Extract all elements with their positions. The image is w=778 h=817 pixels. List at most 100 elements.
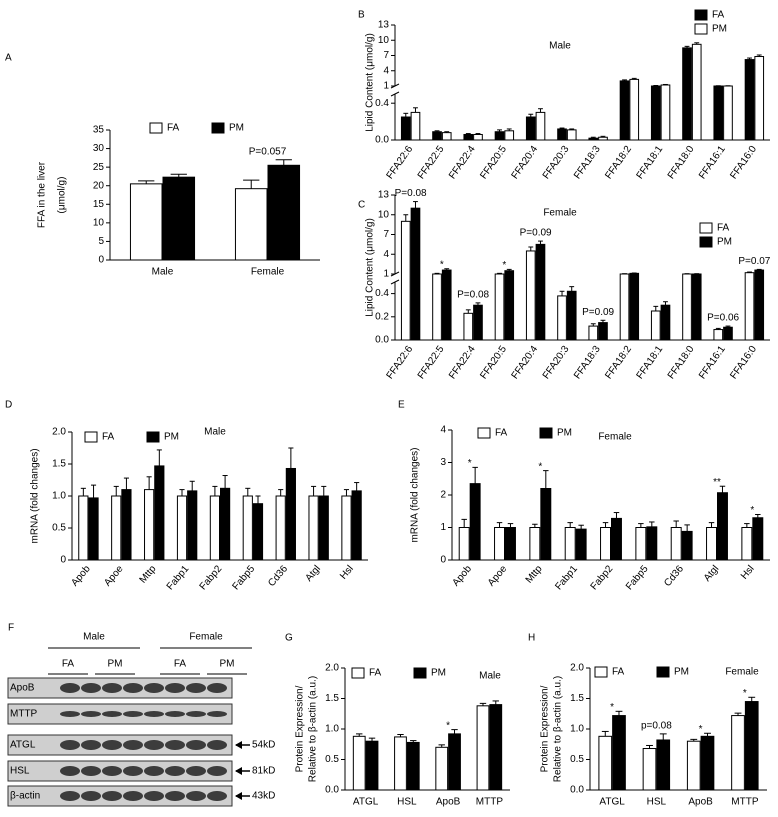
bar <box>670 527 682 561</box>
bar <box>686 740 701 791</box>
x-tick-label: Atgl <box>303 564 323 584</box>
annotation: P=0.06 <box>707 313 739 324</box>
annotation: P=0.08 <box>457 290 489 301</box>
bar <box>121 489 132 561</box>
legend-swatch <box>413 667 427 679</box>
y-tick-label: 10 <box>93 217 105 228</box>
y-axis-label: Lipid Content (μmol/g) <box>365 33 376 132</box>
bar <box>435 746 449 791</box>
x-tick-label: Cd36 <box>266 563 290 589</box>
y-tick-label: 10 <box>378 209 390 220</box>
marker-label: 54kD <box>252 740 275 751</box>
legend-swatch <box>477 427 491 439</box>
blot-band <box>207 711 227 717</box>
bar <box>220 487 231 561</box>
blot-band <box>144 711 164 717</box>
chart-title: Male <box>204 427 226 438</box>
annotation: * <box>446 720 450 731</box>
blot-band <box>144 791 164 801</box>
y-axis-label: mRNA (fold changes) <box>30 448 41 543</box>
y-tick-label: 1.5 <box>570 693 584 704</box>
y-tick-label: 0 <box>60 555 66 566</box>
bar <box>275 495 286 561</box>
bar <box>612 715 626 791</box>
bar <box>144 489 155 561</box>
annotation: * <box>699 724 703 735</box>
legend-label: FA <box>717 223 730 234</box>
x-tick-label: Apob <box>451 563 475 588</box>
axis-break <box>390 91 400 97</box>
x-tick-label: Atgl <box>702 564 722 584</box>
y-tick-label: 0.5 <box>325 754 339 765</box>
bar <box>566 129 577 141</box>
bar <box>535 111 546 141</box>
bar <box>682 273 692 341</box>
x-tick-label: Mttp <box>524 563 545 585</box>
bar <box>564 527 576 561</box>
annotation: P=0.09 <box>582 307 614 318</box>
y-tick-label: 35 <box>93 125 105 136</box>
x-tick-label: Apob <box>69 563 93 588</box>
panel-letter: A <box>5 53 12 64</box>
bar <box>646 526 658 561</box>
legend-swatch <box>146 431 160 443</box>
y-tick-label: 0 <box>98 255 104 266</box>
y-tick-label: 20 <box>93 180 105 191</box>
legend-label: PM <box>164 432 179 443</box>
blot-band <box>186 683 206 693</box>
bar <box>88 497 99 561</box>
legend-label: PM <box>674 667 689 678</box>
bar <box>162 176 196 261</box>
bar <box>458 527 470 561</box>
x-tick-label: MTTP <box>731 797 759 808</box>
y-tick-label: 5 <box>98 236 104 247</box>
bar <box>744 272 755 341</box>
y-tick-label: 13 <box>378 190 390 201</box>
blot-band <box>186 791 206 801</box>
legend-label: PM <box>712 24 727 35</box>
x-tick-label: Hsl <box>739 564 757 582</box>
marker-arrowhead <box>235 792 242 800</box>
bar <box>691 43 702 141</box>
x-tick-label: FFA22:6 <box>385 344 416 382</box>
legend-swatch <box>699 222 713 234</box>
x-tick-label: Male <box>152 267 174 278</box>
y-tick-label: 0.0 <box>375 135 389 146</box>
panel-letter: E <box>398 400 405 411</box>
x-tick-label: HSL <box>647 797 667 808</box>
row-label: MTTP <box>10 709 38 720</box>
x-tick-label: FFA20:4 <box>510 144 541 182</box>
legend-label: FA <box>167 123 180 134</box>
bar <box>394 736 407 791</box>
x-tick-label: FFA18:0 <box>666 344 697 382</box>
legend-swatch <box>351 667 365 679</box>
bar <box>285 467 296 561</box>
x-tick-label: Fabp2 <box>198 563 225 592</box>
legend-label: FA <box>495 428 508 439</box>
bar <box>234 188 268 261</box>
blot-band <box>102 683 122 693</box>
marker-arrowhead <box>235 767 242 775</box>
y-tick-label: 7 <box>383 50 389 61</box>
y-tick-label: 2.0 <box>570 663 584 674</box>
bar <box>473 133 483 141</box>
bar <box>469 483 481 561</box>
annotation: ** <box>713 477 721 488</box>
annotation: p=0.08 <box>641 721 672 732</box>
bar <box>410 207 421 341</box>
x-tick-label: FFA20:3 <box>541 344 572 382</box>
treatment-label: FA <box>174 659 187 670</box>
bar <box>700 735 715 791</box>
chart-title: Female <box>598 432 632 443</box>
x-tick-label: Apoe <box>486 563 510 588</box>
bar <box>341 495 352 561</box>
annotation: * <box>750 505 754 516</box>
blot-band <box>165 766 185 776</box>
bar <box>619 80 630 141</box>
y-axis-label: Protein Expression/ <box>295 685 306 772</box>
y-tick-label: 3 <box>440 457 446 468</box>
blot-band <box>144 766 164 776</box>
y-tick-label: 30 <box>93 143 105 154</box>
bar <box>752 517 764 561</box>
x-tick-label: FFA20:4 <box>510 344 541 382</box>
